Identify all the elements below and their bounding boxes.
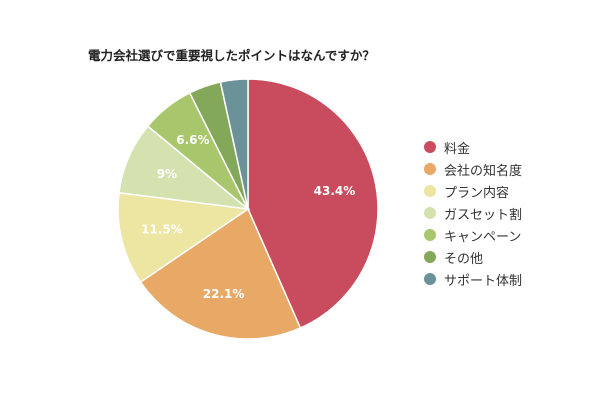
slice-value-label: 43.4% [314, 184, 356, 198]
legend-item-ryokin[interactable]: 料金 [424, 136, 522, 158]
slice-value-label: 11.5% [141, 223, 183, 237]
legend-item-other[interactable]: その他 [424, 246, 522, 268]
legend-label: ガスセット割 [444, 207, 523, 223]
legend-color-dot-icon [424, 141, 436, 153]
pie-value-labels: 43.4% 22.1% 11.5% 9% 6.6% [141, 133, 355, 301]
pie-slice[interactable] [117, 191, 251, 284]
pie-slice[interactable] [247, 78, 379, 329]
legend-label: サポート体制 [444, 273, 523, 289]
legend-label: プラン内容 [444, 185, 510, 201]
slice-value-label: 6.6% [176, 133, 209, 147]
pie-slices [117, 78, 379, 340]
pie-slice[interactable] [219, 78, 249, 210]
legend-label: その他 [444, 251, 484, 267]
legend-item-company-recognition[interactable]: 会社の知名度 [424, 158, 522, 180]
chart-title: 電力会社選びで重要視したポイントはなんですか？ [88, 48, 375, 63]
slice-value-label: 22.1% [203, 287, 245, 301]
legend-item-support[interactable]: サポート体制 [424, 268, 522, 290]
legend-item-plan-content[interactable]: プラン内容 [424, 180, 522, 202]
legend-label: 会社の知名度 [444, 163, 523, 179]
legend-item-campaign[interactable]: キャンペーン [424, 224, 522, 246]
legend-label: キャンペーン [444, 229, 522, 245]
legend-color-dot-icon [424, 229, 436, 241]
legend-color-dot-icon [424, 163, 436, 175]
legend-color-dot-icon [424, 251, 436, 263]
legend-color-dot-icon [424, 185, 436, 197]
legend-item-gas-set-discount[interactable]: ガスセット割 [424, 202, 522, 224]
pie-slice[interactable] [139, 207, 302, 340]
legend: 料金 会社の知名度 プラン内容 ガスセット割 キャンペーン その他 サポート体制 [424, 136, 522, 290]
legend-label: 料金 [444, 141, 471, 157]
slice-value-label: 9% [157, 167, 177, 181]
legend-color-dot-icon [424, 273, 436, 285]
legend-color-dot-icon [424, 207, 436, 219]
